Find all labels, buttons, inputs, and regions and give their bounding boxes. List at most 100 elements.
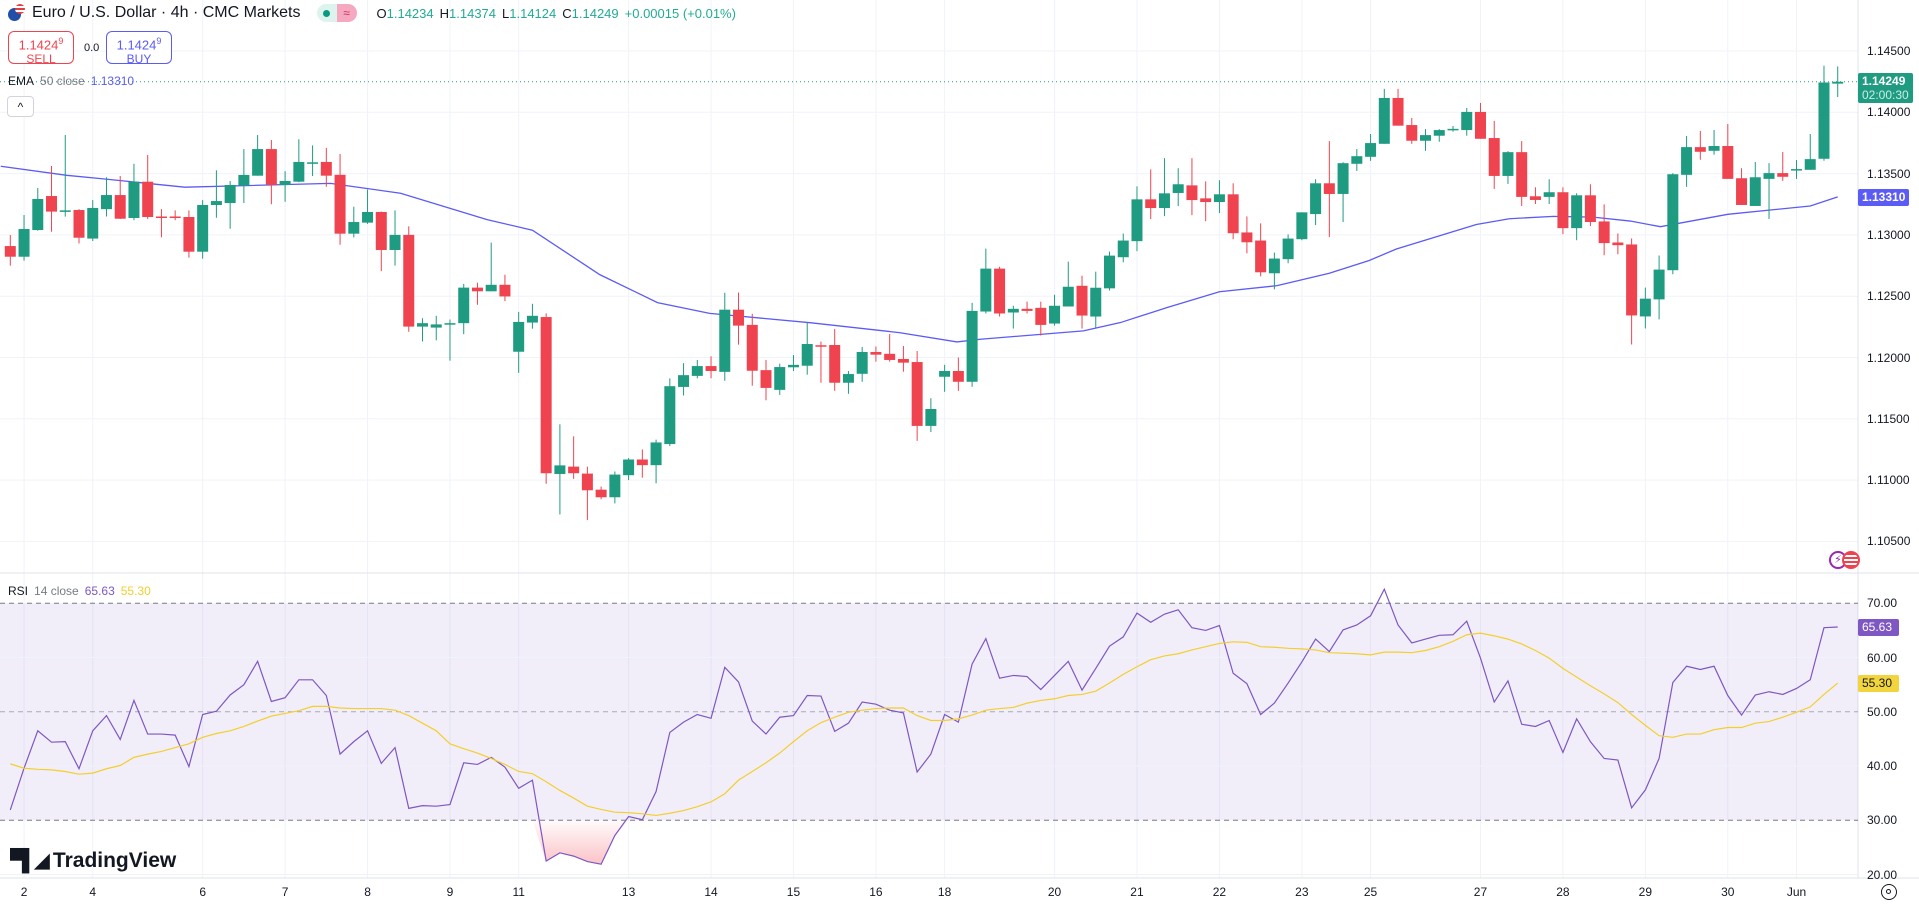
candle-up (59, 210, 71, 212)
candle-up (485, 284, 497, 292)
candle-down (1474, 111, 1486, 139)
rsi-axis-label: 30.00 (1867, 813, 1898, 828)
time-axis-label: 23 (1295, 885, 1309, 899)
open-value: 1.14234 (386, 5, 434, 21)
candle-down (499, 284, 511, 297)
candle-down (994, 268, 1006, 314)
candle-up (348, 222, 360, 234)
candle-down (1612, 242, 1624, 246)
candle-up (32, 198, 44, 230)
candle-up (430, 324, 442, 328)
low-label: L (502, 5, 510, 21)
rsi-axis-label: 50.00 (1867, 704, 1898, 719)
ema-params: 50 close (40, 74, 85, 88)
sell-label: SELL (26, 52, 56, 67)
candle-down (897, 358, 909, 363)
candle-up (623, 459, 635, 476)
candle-down (142, 181, 154, 218)
candle-down (46, 196, 58, 212)
collapse-indicators-button[interactable]: ^ (7, 96, 34, 117)
candle-down (1021, 308, 1033, 311)
candle-up (526, 315, 538, 323)
candle-up (1461, 111, 1473, 131)
sell-price-pip: 9 (58, 36, 64, 46)
close-label: C (562, 5, 572, 21)
price-axis-label: 1.14500 (1867, 44, 1911, 58)
rsi-line (9, 587, 1838, 865)
candle-down (540, 317, 552, 474)
candle-down (403, 234, 415, 327)
candle-down (1200, 198, 1212, 203)
high-label: H (439, 5, 450, 21)
open-label: O (376, 5, 387, 21)
sell-price: 1.1424 (18, 37, 59, 53)
candle-down (1694, 147, 1706, 152)
candle-up (678, 375, 690, 387)
candle-up (1502, 152, 1514, 176)
candle-up (774, 367, 786, 390)
candle-down (1529, 196, 1541, 200)
time-axis-label: 2 (20, 885, 28, 899)
candle-up (1447, 128, 1459, 131)
settings-gear-icon[interactable] (1881, 884, 1897, 900)
candle-down (1406, 125, 1418, 141)
time-axis-label: 28 (1556, 885, 1570, 899)
candle-up (362, 211, 374, 223)
low-value: 1.14124 (509, 5, 557, 21)
price-axis-label: 1.11500 (1867, 411, 1910, 426)
candle-up (1117, 240, 1129, 258)
price-axis-label: 1.11000 (1867, 473, 1910, 488)
candle-up (279, 180, 291, 186)
tradingview-logo[interactable]: ▀▌◢ TradingView (10, 848, 176, 873)
buy-button[interactable]: 1.14249 BUY (106, 31, 172, 66)
candle-up (664, 386, 676, 445)
candle-down (1186, 185, 1198, 201)
symbol-title[interactable]: Euro / U.S. Dollar · 4h · CMC Markets (32, 4, 301, 21)
candle-up (210, 201, 222, 205)
candle-up (1172, 184, 1184, 193)
candle-up (1667, 174, 1679, 271)
candle-down (375, 211, 387, 250)
market-status-pills[interactable]: ≈ (316, 4, 357, 22)
rsi-ma-value: 55.30 (120, 584, 151, 598)
price-axis-label: 1.13000 (1867, 227, 1911, 242)
candle-up (1158, 193, 1170, 209)
candle-up (1804, 159, 1816, 170)
candle-up (1365, 143, 1377, 157)
candle-up (87, 207, 99, 239)
candle-up (650, 442, 662, 466)
delayed-data-icon[interactable]: ≈ (336, 4, 357, 22)
candle-down (320, 161, 332, 176)
candle-down (733, 309, 745, 326)
time-axis-label: 14 (704, 885, 718, 899)
eur-usd-flag-icon (8, 4, 26, 22)
candle-up (1104, 255, 1115, 289)
candle-down (884, 353, 896, 360)
candle-down (1626, 244, 1638, 316)
candle-down (265, 149, 277, 186)
candle-down (471, 287, 483, 292)
ema-value: 1.13310 (90, 74, 135, 88)
spread-value: 0.0 (84, 42, 100, 54)
candle-down (155, 216, 167, 219)
candle-down (73, 210, 85, 238)
market-open-icon[interactable] (316, 4, 337, 22)
candle-up (1007, 308, 1019, 313)
brand-name: TradingView (52, 848, 177, 872)
candle-up (842, 374, 854, 383)
candle-up (128, 181, 140, 218)
candle-down (1722, 146, 1734, 179)
ema-legend[interactable]: EMA 50 close 1.13310 (8, 74, 134, 88)
candle-up (939, 370, 951, 377)
tradingview-mark-icon: ▀▌◢ (10, 849, 50, 872)
candle-down (1584, 195, 1596, 223)
candle-up (238, 174, 250, 186)
candle-down (1076, 285, 1088, 316)
candle-down (636, 459, 648, 466)
us-flag-event-icon[interactable] (1842, 551, 1860, 569)
candle-up (389, 234, 401, 250)
sell-button[interactable]: 1.14249 SELL (8, 31, 74, 67)
candle-down (183, 217, 195, 252)
rsi-legend[interactable]: RSI 14 close 65.63 55.30 (8, 584, 151, 598)
